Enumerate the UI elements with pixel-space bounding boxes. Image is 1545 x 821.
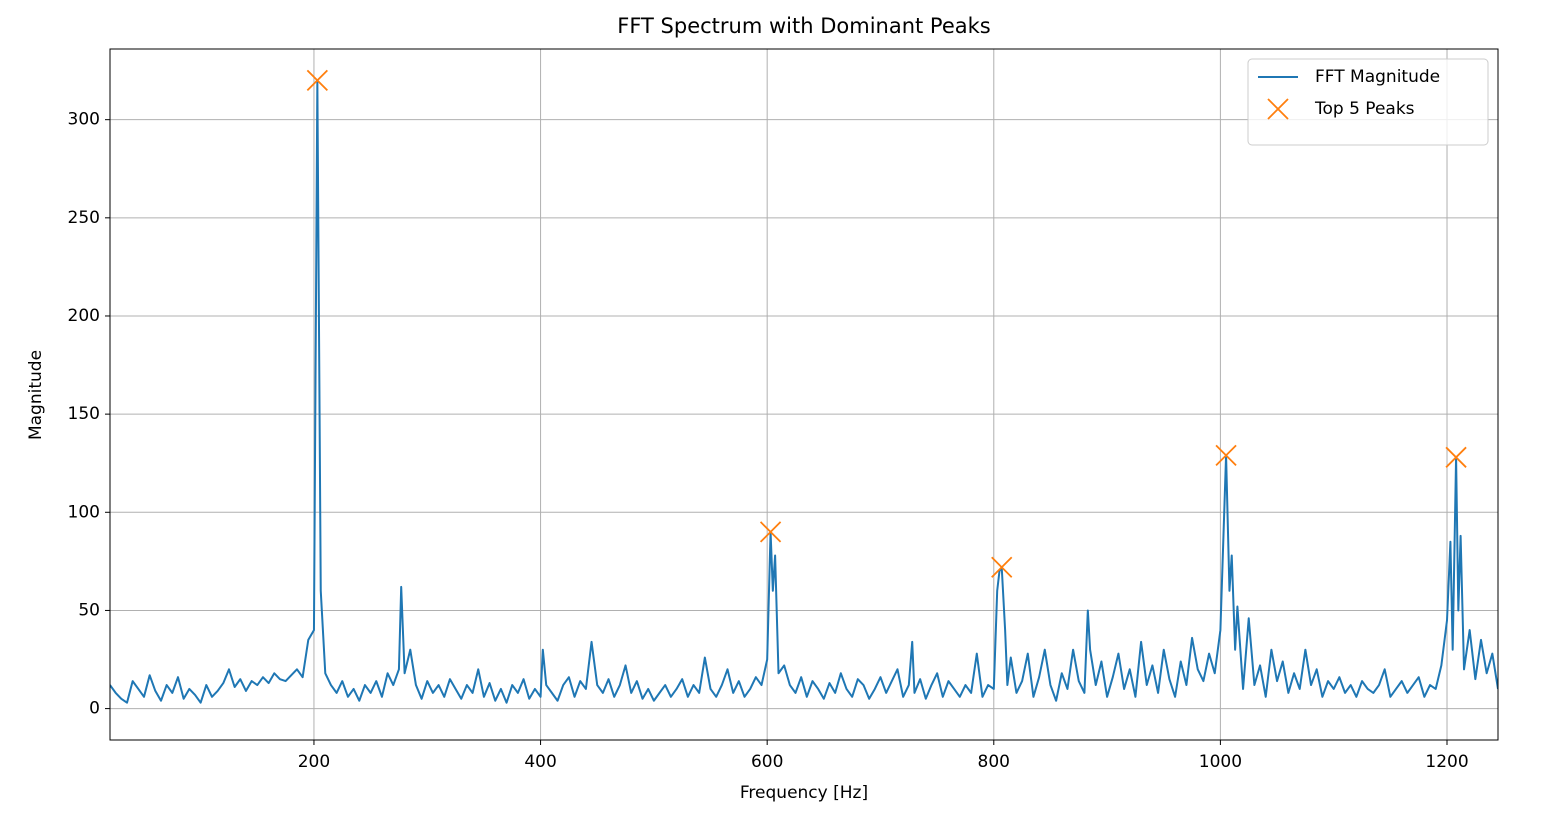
chart-title: FFT Spectrum with Dominant Peaks xyxy=(617,14,990,38)
x-tick-label: 600 xyxy=(751,752,783,772)
legend-marker xyxy=(1267,98,1289,120)
y-axis-label: Magnitude xyxy=(26,350,46,440)
x-tick-label: 400 xyxy=(524,752,556,772)
x-tick-label: 1000 xyxy=(1199,752,1242,772)
y-tick-label: 0 xyxy=(89,699,100,719)
x-axis-label: Frequency [Hz] xyxy=(740,783,868,803)
peak-marker xyxy=(1215,444,1237,466)
y-tick-label: 300 xyxy=(68,110,100,130)
x-tick-label: 800 xyxy=(978,752,1010,772)
x-tick-label: 1200 xyxy=(1425,752,1468,772)
y-tick-label: 100 xyxy=(68,502,100,522)
legend-box xyxy=(1247,58,1489,146)
line xyxy=(110,79,1498,704)
peak-marker xyxy=(759,521,782,543)
peak-marker xyxy=(1445,446,1467,468)
y-tick-label: 150 xyxy=(68,404,100,424)
y-tick-label: 250 xyxy=(68,208,100,228)
plot-area xyxy=(110,79,1498,704)
y-tick-label: 200 xyxy=(68,306,100,326)
peak-marker xyxy=(991,556,1013,578)
peak-marker xyxy=(306,69,328,92)
y-tick-label: 50 xyxy=(78,600,100,620)
legend-label: Top 5 Peaks xyxy=(1314,99,1415,119)
legend-label: FFT Magnitude xyxy=(1315,67,1440,87)
x-tick-label: 200 xyxy=(298,752,330,772)
plot-frame xyxy=(109,48,1499,741)
